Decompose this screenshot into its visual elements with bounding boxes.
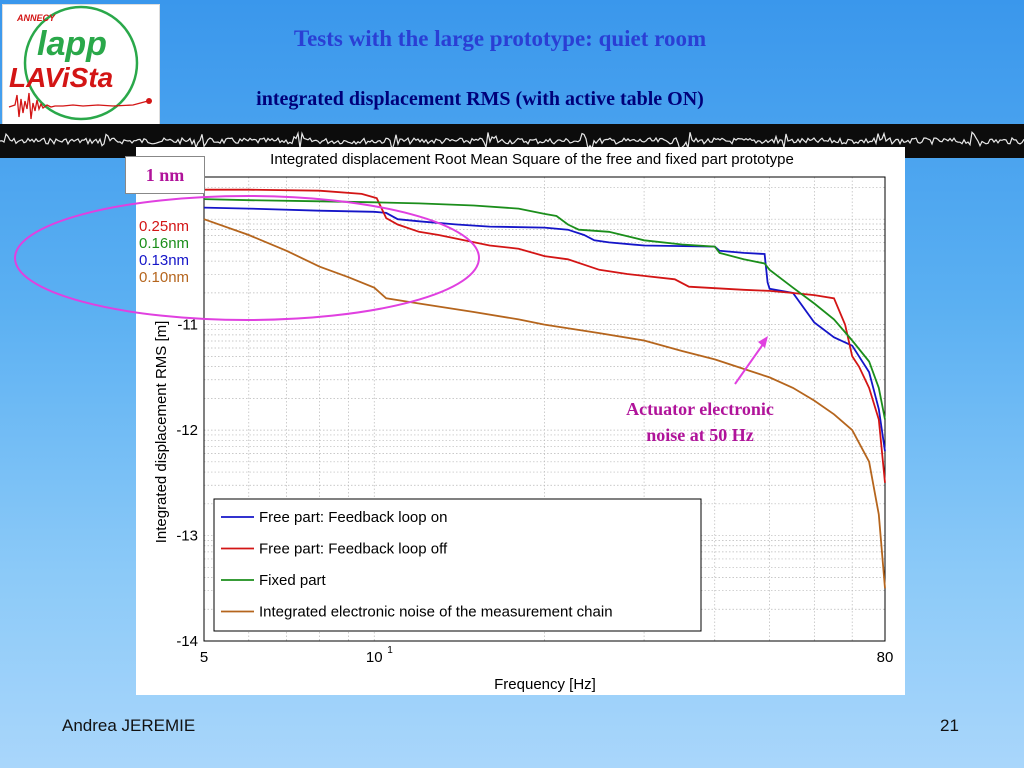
y-tick-label: -12 — [176, 422, 198, 439]
legend-label-3: Integrated electronic noise of the measu… — [259, 604, 613, 621]
chart-panel: Integrated displacement Root Mean Square… — [136, 147, 905, 695]
x-tick-label: 80 — [877, 649, 894, 666]
seismogram-trace — [0, 131, 1024, 153]
legend-label-2: Fixed part — [259, 572, 327, 589]
author-name: Andrea JEREMIE — [62, 716, 196, 735]
chart-ticks: 5 10 1 80 -11 -12 -13 -14 — [176, 317, 893, 666]
legend-label-1: Free part: Feedback loop off — [259, 541, 448, 558]
x-tick-superscript: 1 — [387, 645, 393, 656]
chart-xlabel: Frequency [Hz] — [494, 676, 596, 693]
logo-top-text: ANNECY — [16, 13, 56, 23]
x-tick-label: 5 — [200, 649, 208, 666]
page-number: 21 — [940, 716, 959, 735]
logo-line2: LAViSta — [9, 62, 113, 93]
lapp-lavista-logo: ANNECY lapp LAViSta — [2, 4, 160, 126]
rms-chart: Integrated displacement Root Mean Square… — [153, 151, 893, 693]
series-line-2 — [203, 198, 886, 420]
logo-line1: lapp — [37, 25, 107, 63]
y-tick-label: -13 — [176, 528, 198, 545]
chart-ylabel: Integrated displacement RMS [m] — [153, 321, 170, 544]
slide-title: Tests with the large prototype: quiet ro… — [293, 26, 707, 51]
actuator-annotation: Actuator electronic noise at 50 Hz — [600, 396, 800, 448]
y-tick-label: -11 — [177, 317, 198, 334]
logo-graphic: ANNECY lapp LAViSta — [8, 5, 152, 121]
one-nm-label: 1 nm — [125, 156, 205, 194]
chart-title: Integrated displacement Root Mean Square… — [270, 151, 794, 168]
x-tick-label: 10 — [366, 649, 383, 666]
legend-box — [213, 498, 702, 632]
y-tick-label: -14 — [176, 633, 198, 650]
actuator-annotation-line2: noise at 50 Hz — [646, 425, 754, 445]
chart-legend: Free part: Feedback loop on Free part: Fe… — [213, 498, 702, 632]
plot-frame — [203, 176, 886, 642]
actuator-annotation-line1: Actuator electronic — [626, 399, 774, 419]
slide-subtitle: integrated displacement RMS (with active… — [256, 88, 704, 110]
legend-label-0: Free part: Feedback loop on — [259, 509, 447, 526]
